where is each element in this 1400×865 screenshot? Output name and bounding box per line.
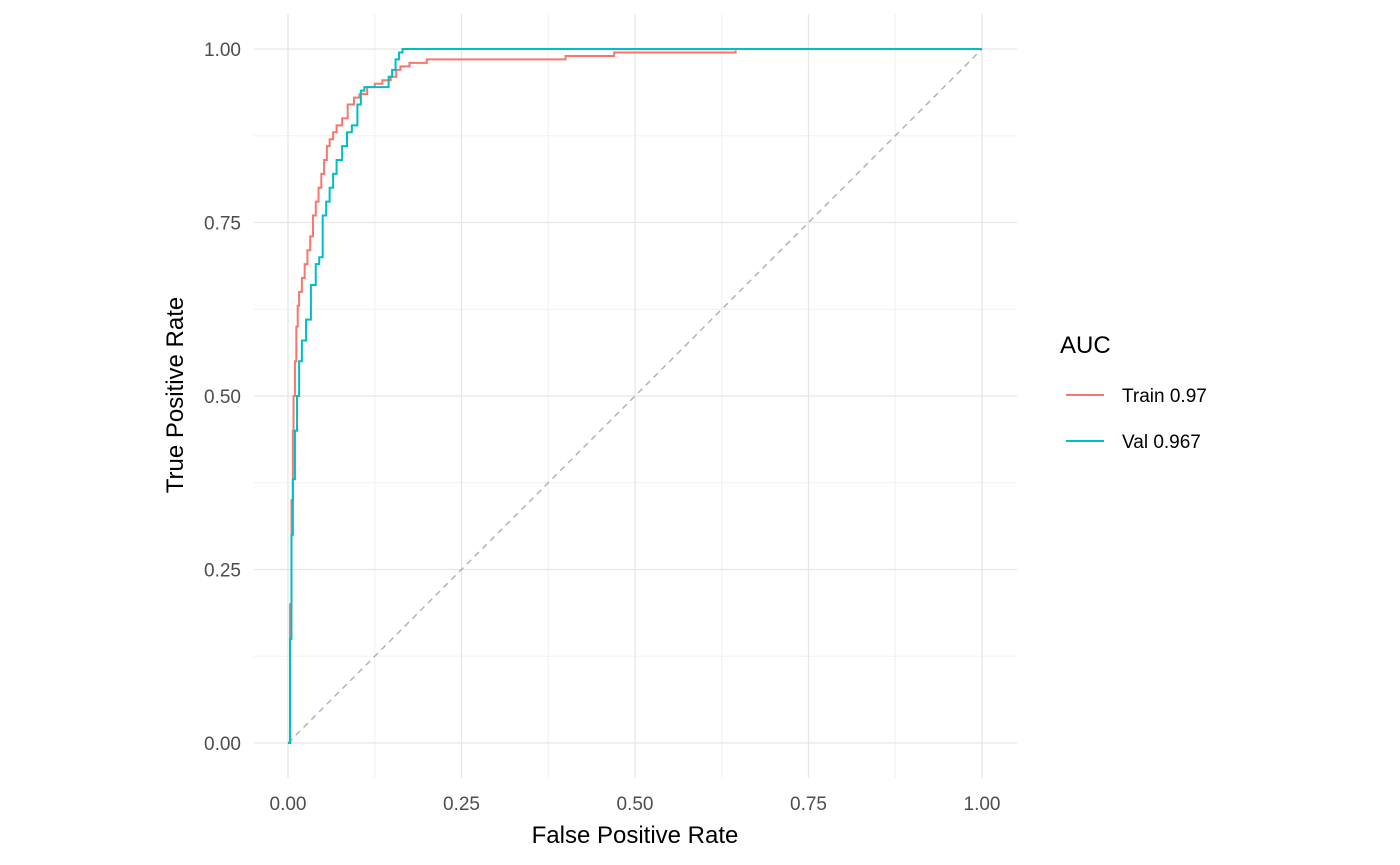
legend-label-val: Val 0.967 bbox=[1122, 432, 1201, 453]
x-axis-title: False Positive Rate bbox=[532, 822, 739, 849]
val-roc-line bbox=[288, 48, 982, 744]
x-tick-label: 0.75 bbox=[790, 794, 827, 815]
x-tick-label: 0.50 bbox=[617, 794, 654, 815]
train-roc-line bbox=[288, 50, 737, 744]
reference-line bbox=[287, 48, 983, 744]
y-tick-labels: 0.00 0.25 0.50 0.75 1.00 bbox=[204, 40, 241, 755]
x-tick-label: 1.00 bbox=[964, 794, 1001, 815]
x-tick-label: 0.25 bbox=[443, 794, 480, 815]
reference-diagonal bbox=[287, 48, 983, 744]
legend: AUC Train 0.97 Val 0.967 bbox=[1060, 332, 1207, 453]
y-tick-label: 0.75 bbox=[204, 214, 241, 235]
y-tick-label: 0.00 bbox=[204, 734, 241, 755]
y-axis-title: True Positive Rate bbox=[162, 297, 189, 494]
legend-label-train: Train 0.97 bbox=[1122, 386, 1207, 407]
y-tick-label: 0.25 bbox=[204, 561, 241, 582]
series-lines bbox=[288, 48, 982, 744]
x-tick-label: 0.00 bbox=[270, 794, 307, 815]
legend-title: AUC bbox=[1060, 332, 1111, 359]
y-tick-label: 0.50 bbox=[204, 387, 241, 408]
y-tick-label: 1.00 bbox=[204, 40, 241, 61]
x-tick-labels: 0.00 0.25 0.50 0.75 1.00 bbox=[270, 794, 1001, 815]
